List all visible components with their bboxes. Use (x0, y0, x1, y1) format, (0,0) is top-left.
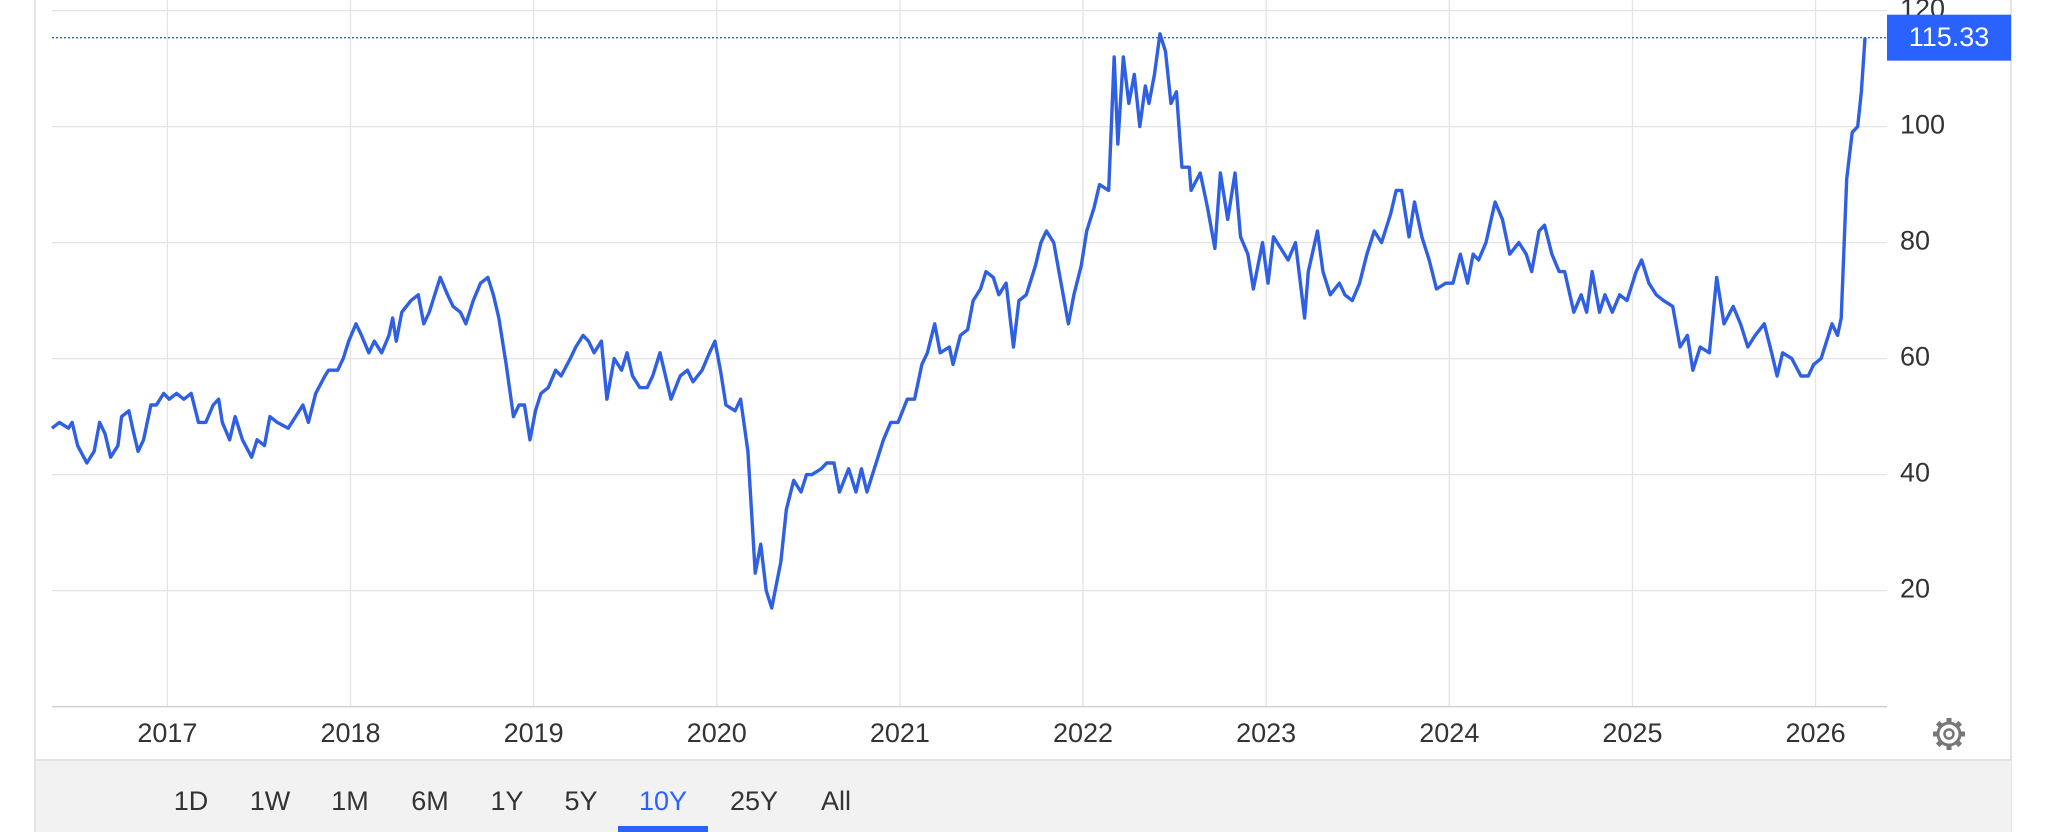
x-tick-label: 2023 (1236, 718, 1296, 748)
range-button[interactable]: 25Y (730, 786, 778, 816)
range-button-label: 1D (174, 786, 209, 816)
y-tick-label: 100 (1900, 110, 1945, 140)
y-tick-label: 80 (1900, 226, 1930, 256)
range-button-label: All (821, 786, 851, 816)
range-button-label: 6M (411, 786, 449, 816)
x-tick-label: 2025 (1602, 718, 1662, 748)
range-bar (36, 760, 2011, 832)
range-button-label: 1Y (490, 786, 523, 816)
range-button-label: 1W (250, 786, 291, 816)
x-tick-label: 2020 (687, 718, 747, 748)
range-button-label: 5Y (564, 786, 597, 816)
x-tick-label: 2018 (320, 718, 380, 748)
range-selected-underline (618, 826, 708, 832)
range-button[interactable]: 1D (174, 786, 209, 816)
last-value-badge (1887, 14, 2011, 61)
x-tick-label: 2022 (1053, 718, 1113, 748)
range-button[interactable]: 5Y (564, 786, 597, 816)
x-tick-label: 2026 (1786, 718, 1846, 748)
range-button[interactable]: All (821, 786, 851, 816)
y-tick-label: 40 (1900, 458, 1930, 488)
x-tick-label: 2024 (1419, 718, 1479, 748)
last-value-label: 115.33 (1909, 22, 1990, 52)
range-button-label: 25Y (730, 786, 778, 816)
y-tick-label: 20 (1900, 574, 1930, 604)
range-button-label: 10Y (639, 786, 687, 816)
range-button-label: 1M (331, 786, 369, 816)
range-button[interactable]: 1Y (490, 786, 523, 816)
x-tick-label: 2021 (870, 718, 930, 748)
range-button[interactable]: 10Y (618, 786, 708, 832)
gear-hub (1943, 728, 1955, 740)
settings-icon[interactable] (1933, 718, 1965, 750)
x-tick-label: 2017 (137, 718, 197, 748)
range-button[interactable]: 1M (331, 786, 369, 816)
x-tick-label: 2019 (504, 718, 564, 748)
range-button[interactable]: 1W (250, 786, 291, 816)
y-tick-label: 60 (1900, 342, 1930, 372)
price-line (50, 32, 1867, 610)
range-button[interactable]: 6M (411, 786, 449, 816)
gear-teeth (1933, 718, 1965, 750)
